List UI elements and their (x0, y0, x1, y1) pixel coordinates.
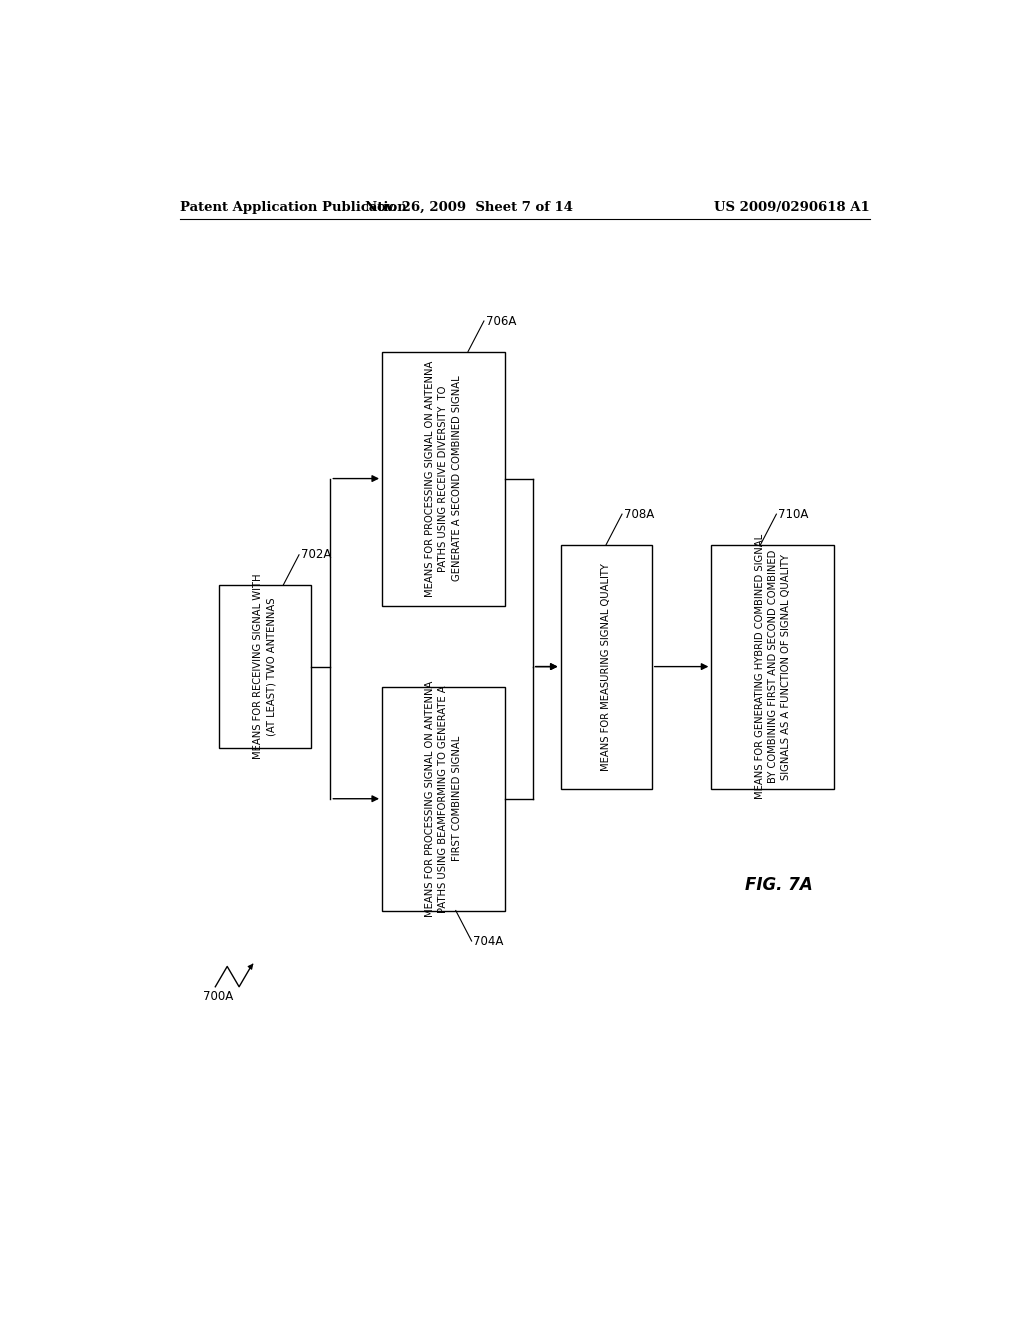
Text: MEANS FOR MEASURING SIGNAL QUALITY: MEANS FOR MEASURING SIGNAL QUALITY (601, 562, 611, 771)
Text: 704A: 704A (473, 935, 504, 948)
Text: MEANS FOR PROCESSING SIGNAL ON ANTENNA
PATHS USING BEAMFORMING TO GENERATE A
FIR: MEANS FOR PROCESSING SIGNAL ON ANTENNA P… (425, 681, 462, 917)
Text: Nov. 26, 2009  Sheet 7 of 14: Nov. 26, 2009 Sheet 7 of 14 (366, 201, 573, 214)
Text: MEANS FOR GENERATING HYBRID COMBINED SIGNAL
BY COMBINING FIRST AND SECOND COMBIN: MEANS FOR GENERATING HYBRID COMBINED SIG… (755, 535, 791, 799)
Text: MEANS FOR PROCESSING SIGNAL ON ANTENNA
PATHS USING RECEIVE DIVERSITY  TO
GENERAT: MEANS FOR PROCESSING SIGNAL ON ANTENNA P… (425, 360, 462, 597)
Bar (382, 686, 505, 911)
Text: 700A: 700A (204, 990, 233, 1003)
Text: 702A: 702A (301, 548, 331, 561)
Text: 710A: 710A (778, 508, 808, 520)
Bar (712, 545, 835, 788)
Text: FIG. 7A: FIG. 7A (744, 876, 813, 894)
Text: US 2009/0290618 A1: US 2009/0290618 A1 (715, 201, 870, 214)
Text: Patent Application Publication: Patent Application Publication (179, 201, 407, 214)
Text: 708A: 708A (624, 508, 654, 520)
Text: MEANS FOR RECEIVING SIGNAL WITH
(AT LEAST) TWO ANTENNAS: MEANS FOR RECEIVING SIGNAL WITH (AT LEAS… (253, 574, 276, 759)
Bar (382, 351, 505, 606)
Text: 706A: 706A (485, 314, 516, 327)
Bar (560, 545, 652, 788)
Bar (219, 585, 310, 748)
